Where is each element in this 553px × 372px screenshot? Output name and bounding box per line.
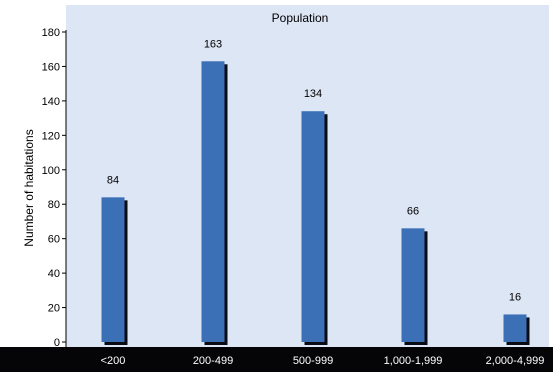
data-label: 134	[304, 88, 322, 100]
x-tick-label: 500-999	[293, 355, 333, 367]
data-label: 84	[107, 174, 119, 186]
y-tick-label: 60	[48, 234, 60, 246]
data-label: 16	[509, 291, 521, 303]
bar	[301, 111, 325, 342]
y-tick-label: 120	[42, 130, 60, 142]
y-tick-label: 100	[42, 165, 60, 177]
data-label: 163	[204, 38, 222, 50]
x-axis-labels: <200 200-499 500-999 1,000-1,999 2,000-4,999	[101, 355, 545, 367]
bar	[201, 61, 225, 343]
y-tick-label: 180	[42, 27, 60, 39]
x-tick-label: 1,000-1,999	[384, 355, 443, 367]
y-axis: 0 20 40 60 80 100 120 140 160 180	[42, 27, 67, 349]
y-tick-label: 40	[48, 268, 60, 280]
bar	[503, 314, 527, 342]
y-tick-label: 0	[54, 337, 60, 349]
y-tick-label: 20	[48, 303, 60, 315]
x-tick-label: <200	[101, 355, 126, 367]
x-tick-label: 2,000-4,999	[486, 355, 545, 367]
x-tick-label: 200-499	[193, 355, 233, 367]
data-label: 66	[407, 205, 419, 217]
bar	[101, 197, 125, 342]
y-axis-title: Number of habitations	[22, 129, 36, 246]
x-axis-band	[0, 347, 553, 372]
y-tick-label: 160	[42, 61, 60, 73]
chart-title: Population	[272, 11, 329, 25]
bar	[401, 228, 425, 342]
y-tick-label: 140	[42, 96, 60, 108]
bars: 84 163 134 66 16	[101, 38, 530, 346]
y-tick-label: 80	[48, 199, 60, 211]
